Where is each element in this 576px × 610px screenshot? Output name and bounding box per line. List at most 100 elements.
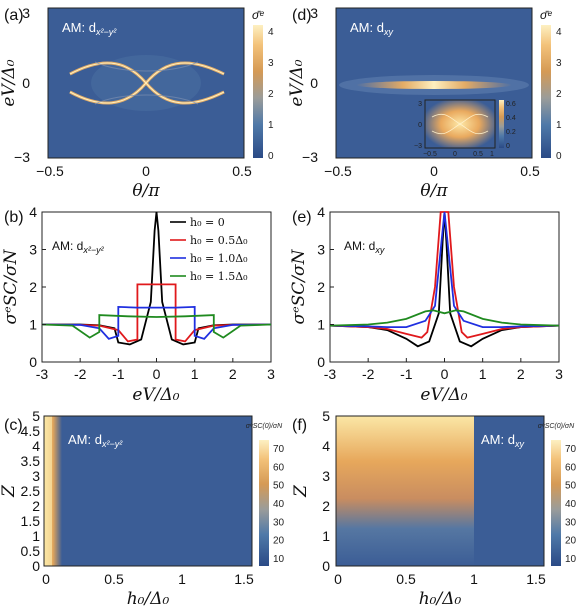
ylabel-b: σᵉSC/σN — [1, 248, 21, 324]
cbtick-d-0: 0 — [556, 151, 562, 162]
axes-e-frame — [329, 211, 560, 363]
inset-ytick-3: 3 — [418, 101, 422, 108]
inset-cbtick-02: 0.2 — [506, 129, 516, 136]
ytick-label-b-0: 0 — [29, 354, 37, 370]
yticks-f: 0 1 2 3 4 5 — [322, 408, 330, 574]
inset-cbtick-04: 0.4 — [506, 115, 516, 122]
yticks-c-label-0: 0 — [32, 558, 40, 574]
cbtick-d-2: 2 — [556, 89, 562, 100]
ytick-label-e-3: 3 — [317, 242, 325, 258]
xlabel-f: h₀/Δ₀ — [419, 589, 462, 609]
inset-d: 0.6 0.4 0.2 0 3 0 −3 −0.5 0 0.5 1 — [414, 99, 516, 158]
axes-d-frame — [335, 7, 533, 159]
xtick-f-15: 1.5 — [526, 571, 546, 587]
axes-a-frame — [47, 7, 245, 159]
cbticks-f-label-1: 60 — [565, 462, 576, 473]
cbticks-f: 70 60 50 40 30 20 10 — [565, 444, 576, 565]
xtick-c-0: 0 — [42, 571, 50, 587]
colorbar-a — [253, 25, 263, 158]
inset-d-line-2 — [431, 113, 489, 135]
yticks-c-label-2: 1 — [32, 528, 40, 544]
yticks-f-label-1: 1 — [322, 528, 330, 544]
yticks-c-label-3: 1.5 — [21, 513, 41, 529]
series-line-b-3 — [41, 314, 272, 339]
inset-xtick-m05: −0.5 — [423, 151, 437, 158]
ylabel-e: σᵉSC/σN — [289, 248, 309, 324]
xtick-c-15: 1.5 — [234, 571, 254, 587]
annotation-b: AM: dx²−y² — [52, 239, 105, 255]
ytick-label-e-0: 0 — [317, 354, 325, 370]
plot-b-lines — [41, 211, 272, 346]
inset-d-colorbar — [499, 100, 504, 148]
yticks-c-label-4: 2 — [32, 498, 40, 514]
yticks-c-label-10: 5 — [32, 408, 40, 424]
ylabel-c: Z — [0, 484, 19, 498]
xlabel-a: θ/π — [132, 181, 160, 201]
colorbar-c — [259, 440, 269, 566]
cbticks-f-label-4: 30 — [565, 517, 576, 528]
inset-ytick-m3: −3 — [414, 143, 422, 150]
ytick-label-b-1: 1 — [29, 317, 37, 333]
cbticks-c-label-2: 50 — [273, 481, 285, 492]
annotation-f: AM: dxy — [481, 432, 524, 449]
ylabel-f: Z — [291, 484, 311, 498]
cbtick-a-4: 4 — [268, 27, 274, 38]
heatmap-d-band — [356, 81, 512, 89]
panel-label-a: (a) — [4, 7, 24, 24]
panel-a: (a) AM: dx²−y² 3 0 −3 −0.5 0 0.5 θ/π eV/… — [0, 5, 274, 201]
axes-c-frame — [43, 415, 253, 567]
series-line-e-3 — [329, 309, 560, 327]
yticks-c-label-8: 4 — [32, 438, 40, 454]
panel-label-c: (c) — [4, 417, 23, 434]
xticks-e: -3 -2 -1 0 1 2 3 — [324, 358, 563, 382]
series-line-b-1 — [41, 283, 272, 343]
annotation-d: AM: dxy — [350, 20, 393, 37]
cbticks-f-label-3: 40 — [565, 499, 576, 510]
panel-b: (b) AM: dx²−y² h₀ = 0 h₀ = 0.5Δ₀ h₀ = 1.… — [1, 204, 275, 405]
colorbar-title-c: σᵉSC(0)/σN — [246, 423, 283, 430]
heatmap-f-bright-region — [336, 416, 474, 566]
xtick-label-e-4: 1 — [479, 366, 487, 382]
xtick-d-m05: −0.5 — [324, 163, 352, 179]
panel-label-e: (e) — [292, 209, 312, 226]
panel-e: (e) AM: dxy -3 -2 -1 0 1 2 3 0 1 2 3 4 eV/Δ₀ σᵉSC/… — [289, 204, 563, 405]
colorbar-d — [541, 25, 551, 158]
panel-d: 0.6 0.4 0.2 0 3 0 −3 −0.5 0 0.5 1 (d) AM… — [287, 5, 562, 201]
panel-c: (c) AM: dx²−y² 00.511.522.533.544.55 0 0… — [0, 408, 285, 609]
series-line-b-2 — [41, 305, 272, 340]
yticks-f-label-0: 0 — [322, 558, 330, 574]
legend-label-h10: h₀ = 1.0Δ₀ — [190, 252, 248, 265]
xtick-label-b-4: 1 — [191, 366, 199, 382]
inset-ytick-0: 0 — [418, 122, 422, 129]
yticks-f-label-2: 2 — [322, 498, 330, 514]
xtick-label-e-5: 2 — [517, 366, 525, 382]
xtick-d-0: 0 — [430, 163, 438, 179]
xtick-label-e-3: 0 — [441, 366, 449, 382]
annotation-a: AM: dx²−y² — [62, 20, 117, 37]
ytick-a-m3: −3 — [14, 149, 30, 165]
yticks-c: 00.511.522.533.544.55 — [21, 408, 41, 574]
panel-label-d: (d) — [292, 7, 312, 24]
cbticks-c: 70 60 50 40 30 20 10 — [273, 444, 285, 565]
ylabel-d: eV/Δ₀ — [287, 59, 307, 106]
xtick-label-e-6: 3 — [555, 366, 563, 382]
xtick-a-m05: −0.5 — [36, 163, 64, 179]
xtick-a-05: 0.5 — [232, 163, 252, 179]
cbtick-d-4: 4 — [556, 27, 562, 38]
xtick-f-1: 1 — [470, 571, 478, 587]
heatmap-a-faint-arc-2 — [94, 94, 199, 105]
cbtick-a-1: 1 — [268, 120, 274, 131]
ytick-label-b-4: 4 — [29, 204, 37, 220]
xtick-f-05: 0.5 — [396, 571, 416, 587]
series-line-e-2 — [329, 211, 560, 329]
cbticks-f-label-5: 20 — [565, 536, 576, 547]
heatmap-a-faint-arc-1 — [94, 61, 199, 72]
colorbar-title-a: σ̄ᵉ — [252, 8, 264, 22]
heatmap-c-background — [44, 416, 252, 566]
xtick-d-05: 0.5 — [520, 163, 540, 179]
legend-label-h15: h₀ = 1.5Δ₀ — [190, 270, 248, 283]
legend-b: h₀ = 0 h₀ = 0.5Δ₀ h₀ = 1.0Δ₀ h₀ = 1.5Δ₀ — [170, 216, 248, 283]
inset-cbtick-0: 0 — [506, 143, 510, 150]
colorbar-title-f: σᵉSC(0)/σN — [538, 423, 575, 430]
